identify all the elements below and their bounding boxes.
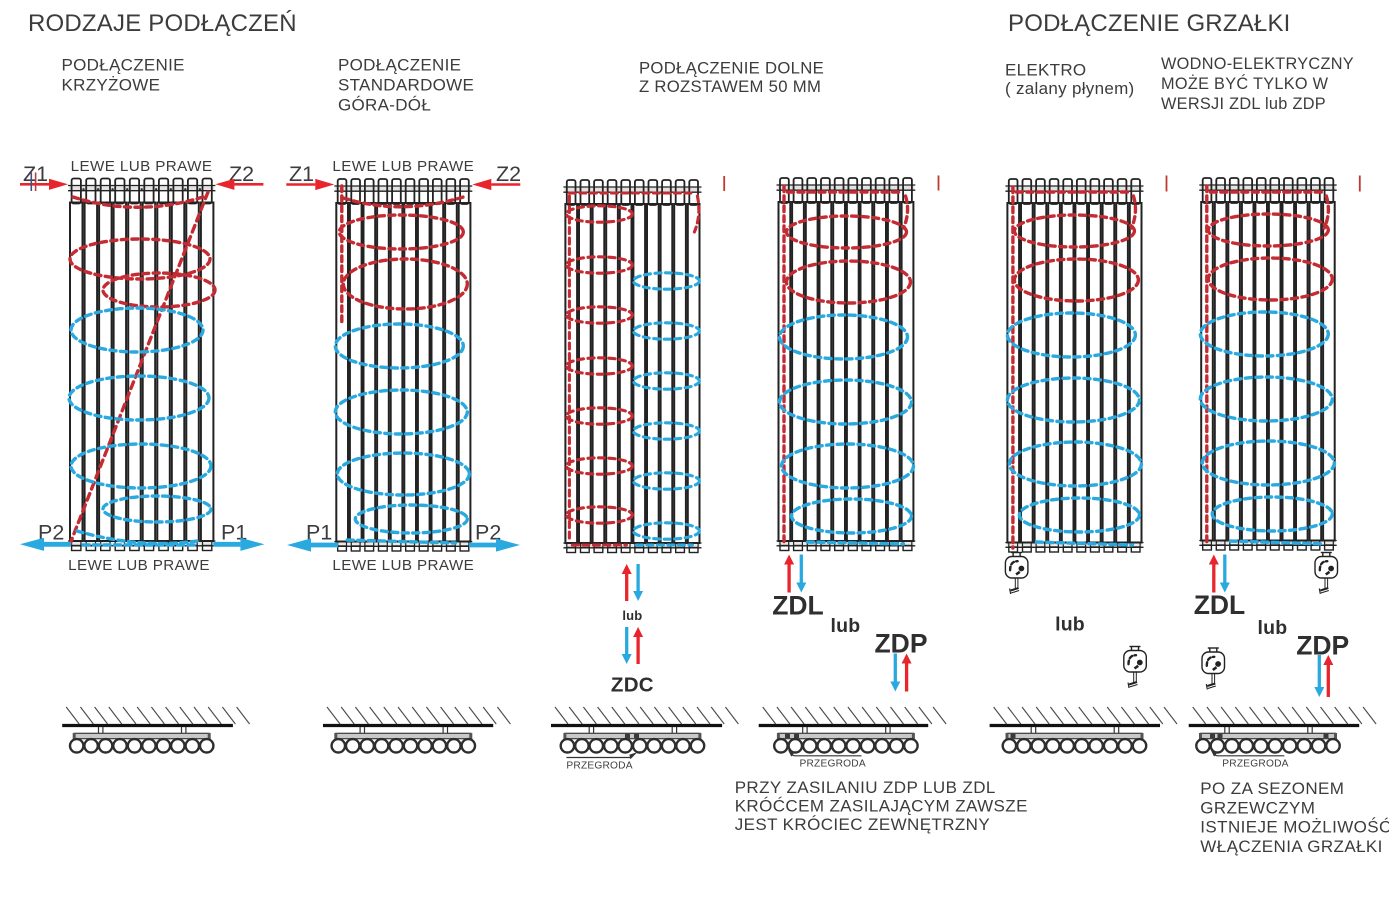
svg-text:PRZEGRODA: PRZEGRODA [566,761,632,772]
svg-text:ZDC: ZDC [611,674,654,697]
svg-text:JEST KRÓCIEC ZEWNĘTRZNY: JEST KRÓCIEC ZEWNĘTRZNY [735,815,990,834]
svg-text:PODŁĄCZENIE GRZAŁKI: PODŁĄCZENIE GRZAŁKI [1008,10,1291,37]
svg-text:Z ROZSTAWEM 50 MM: Z ROZSTAWEM 50 MM [639,77,821,96]
svg-text:lub: lub [1055,614,1085,636]
svg-text:lub: lub [622,608,642,623]
svg-text:ZDP: ZDP [1296,630,1349,660]
svg-text:( zalany płynem): ( zalany płynem) [1005,79,1135,98]
svg-text:PODŁĄCZENIE DOLNE: PODŁĄCZENIE DOLNE [639,59,824,78]
svg-text:LEWE LUB PRAWE: LEWE LUB PRAWE [68,557,210,574]
svg-text:KRZYŻOWE: KRZYŻOWE [62,76,161,95]
svg-text:PODŁĄCZENIE: PODŁĄCZENIE [338,56,461,75]
svg-text:GÓRA-DÓŁ: GÓRA-DÓŁ [338,96,431,115]
svg-text:ZDL: ZDL [772,590,824,620]
svg-text:ELEKTRO: ELEKTRO [1005,61,1086,80]
svg-text:PRZEGRODA: PRZEGRODA [800,759,866,770]
svg-text:lub: lub [831,615,861,637]
svg-text:LEWE LUB PRAWE: LEWE LUB PRAWE [332,158,474,175]
svg-text:Z1: Z1 [289,162,314,186]
svg-text:GRZEWCZYM: GRZEWCZYM [1200,798,1315,817]
svg-text:WŁĄCZENIA GRZAŁKI: WŁĄCZENIA GRZAŁKI [1200,837,1383,856]
svg-text:LEWE LUB PRAWE: LEWE LUB PRAWE [332,557,474,574]
svg-text:MOŻE BYĆ TYLKO W: MOŻE BYĆ TYLKO W [1161,74,1329,93]
svg-text:ZDP: ZDP [875,628,928,658]
svg-text:PRZY ZASILANIU ZDP LUB ZDL: PRZY ZASILANIU ZDP LUB ZDL [735,778,996,797]
svg-text:LEWE LUB PRAWE: LEWE LUB PRAWE [71,158,213,175]
svg-text:Z2: Z2 [496,162,521,186]
svg-text:ISTNIEJE MOŻLIWOŚĆ: ISTNIEJE MOŻLIWOŚĆ [1200,818,1389,837]
svg-text:WERSJI ZDL lub ZDP: WERSJI ZDL lub ZDP [1161,95,1326,113]
svg-text:RODZAJE PODŁĄCZEŃ: RODZAJE PODŁĄCZEŃ [28,10,297,37]
svg-text:ZDL: ZDL [1194,590,1246,620]
svg-text:STANDARDOWE: STANDARDOWE [338,76,474,95]
svg-text:lub: lub [1258,617,1288,639]
svg-text:WODNO-ELEKTRYCZNY: WODNO-ELEKTRYCZNY [1161,55,1354,73]
svg-text:PRZEGRODA: PRZEGRODA [1222,759,1288,770]
svg-text:PO ZA SEZONEM: PO ZA SEZONEM [1200,779,1344,798]
svg-text:PODŁĄCZENIE: PODŁĄCZENIE [62,56,185,75]
svg-text:KRÓĆCEM ZASILAJĄCYM ZAWSZE: KRÓĆCEM ZASILAJĄCYM ZAWSZE [735,797,1028,816]
